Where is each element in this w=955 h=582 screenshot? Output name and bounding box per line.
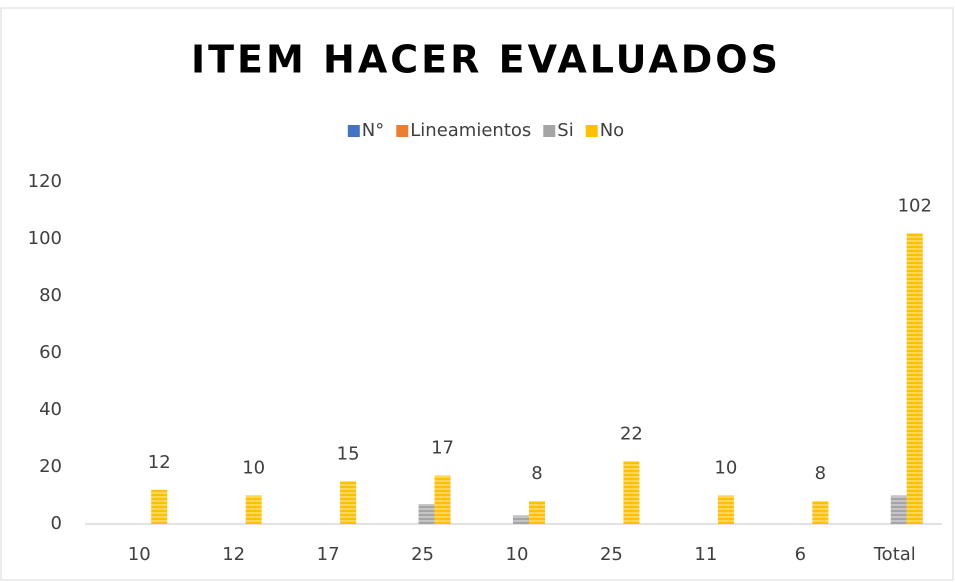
bar-stripes	[890, 495, 907, 524]
data-label: 10	[242, 458, 265, 479]
legend-swatch	[396, 125, 409, 137]
x-tick-label: 17	[317, 544, 340, 565]
legend-swatch	[543, 125, 556, 137]
bar-stripes	[906, 233, 923, 525]
data-label: 12	[148, 452, 171, 473]
y-tick-label: 40	[39, 399, 62, 420]
bar-stripes	[717, 495, 734, 524]
y-tick-label: 20	[39, 456, 62, 477]
bar-stripes	[513, 515, 529, 524]
data-label: 15	[337, 443, 360, 464]
data-label: 22	[620, 423, 643, 444]
y-tick-label: 100	[28, 228, 62, 249]
legend-label: No	[600, 120, 624, 141]
bar-stripes	[245, 495, 262, 524]
legend-swatch	[585, 125, 598, 137]
bar-stripes	[151, 489, 168, 524]
bar-stripes	[623, 461, 640, 524]
legend-swatch	[347, 125, 360, 137]
x-tick-label: 11	[694, 544, 717, 565]
x-tick-label: 10	[128, 544, 151, 565]
y-tick-label: 60	[39, 342, 62, 363]
chart-title: ITEM HACER EVALUADOS	[191, 38, 781, 82]
y-tick-label: 0	[51, 513, 62, 534]
bar-stripes	[434, 475, 451, 524]
x-tick-label: 6	[795, 544, 806, 565]
bar-stripes	[340, 481, 357, 524]
bar-stripes	[418, 504, 435, 524]
y-tick-label: 120	[28, 171, 62, 192]
data-label: 8	[531, 463, 542, 484]
legend-label: Si	[557, 120, 573, 141]
data-label: 10	[714, 458, 737, 479]
chart-border	[0, 7, 954, 581]
x-tick-label: 10	[506, 544, 529, 565]
data-label: 102	[898, 195, 932, 216]
x-tick-label: Total	[873, 544, 916, 565]
y-tick-label: 80	[39, 285, 62, 306]
x-tick-label: 12	[222, 544, 245, 565]
x-tick-label: 25	[600, 544, 623, 565]
x-tick-label: 25	[411, 544, 434, 565]
legend-label: Lineamientos	[410, 120, 531, 141]
bar-stripes	[529, 501, 545, 524]
bar-stripes	[812, 501, 829, 524]
data-label: 17	[431, 438, 454, 459]
data-label: 8	[815, 463, 826, 484]
legend: N° Lineamientos Si No	[347, 120, 624, 141]
legend-label: N°	[362, 120, 384, 141]
